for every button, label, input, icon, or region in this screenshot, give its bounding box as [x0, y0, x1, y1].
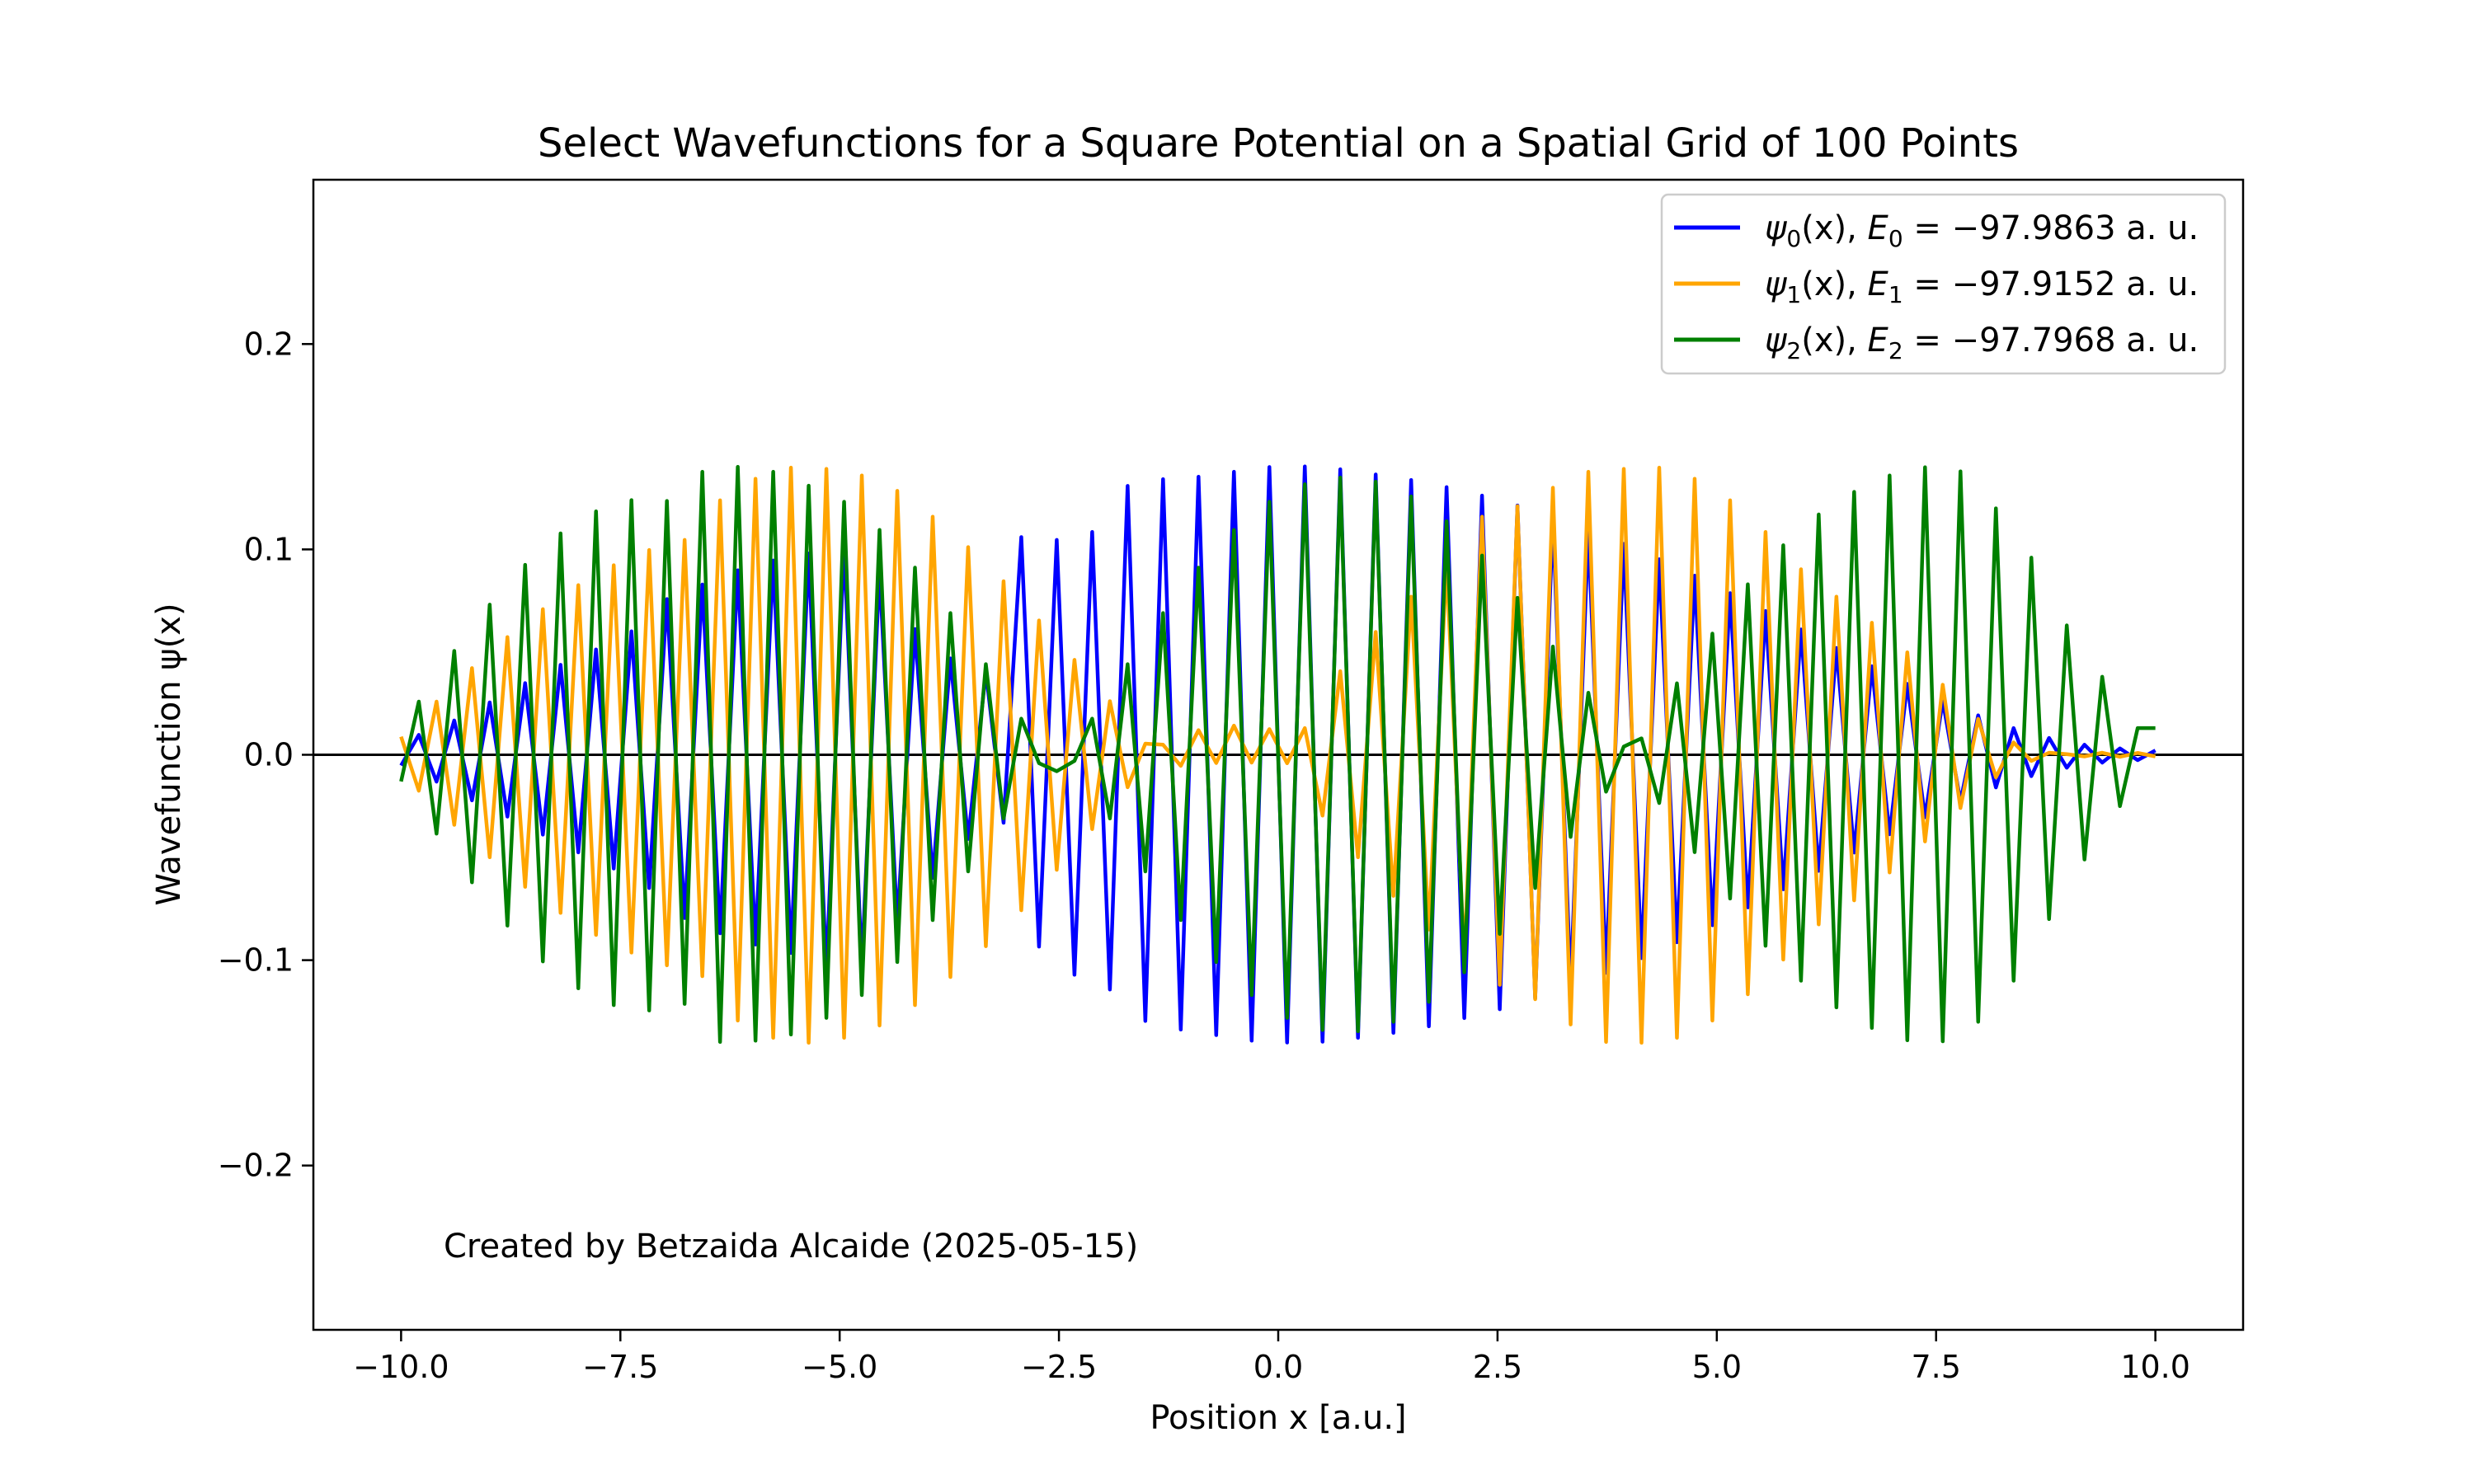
x-tick-label: −2.5 [1021, 1349, 1097, 1385]
series-layer [399, 464, 2157, 1045]
legend-label-part: 1 [1888, 281, 1903, 308]
plot-area [312, 178, 2245, 1331]
legend-label-part: (x), [1801, 265, 1867, 303]
x-tick-label: 10.0 [2120, 1349, 2190, 1385]
chart-title: Select Wavefunctions for a Square Potent… [538, 120, 2019, 167]
legend-label-part: = −97.7968 a. u. [1903, 322, 2199, 359]
x-tick-label: 2.5 [1473, 1349, 1522, 1385]
legend-label-part: 0 [1888, 225, 1903, 252]
legend-label-part: 2 [1888, 337, 1903, 364]
legend-label-part: 1 [1786, 281, 1801, 308]
y-tick-label: 0.2 [244, 326, 294, 362]
legend: ψ0(x), E0 = −97.9863 a. u.ψ1(x), E1 = −9… [1660, 193, 2227, 375]
x-tick-label: 5.0 [1692, 1349, 1742, 1385]
y-tick-label: −0.2 [218, 1148, 294, 1184]
legend-label-part: = −97.9152 a. u. [1903, 265, 2199, 303]
legend-label-part: ψ [1765, 322, 1788, 359]
x-tick-label: 7.5 [1912, 1349, 1961, 1385]
credit-annotation: Created by Betzaida Alcaide (2025-05-15) [444, 1228, 1138, 1266]
legend-label-part: E [1868, 209, 1889, 247]
y-axis-label: Wavefunction ψ(x) [150, 603, 188, 905]
x-axis-label: Position x [a.u.] [1150, 1399, 1406, 1437]
x-tick-label: −10.0 [353, 1349, 449, 1385]
legend-box [1660, 193, 2227, 375]
x-axis: −10.0 −7.5 −5.0 −2.5 0.0 2.5 5.0 7.5 10.0 [353, 1330, 2190, 1385]
legend-label-part: 0 [1786, 225, 1801, 252]
y-tick-label: 0.1 [244, 531, 294, 567]
legend-entry-label: ψ1(x), E1 = −97.9152 a. u. [1765, 265, 2199, 308]
x-tick-label: −7.5 [582, 1349, 658, 1385]
legend-entry-label: ψ2(x), E2 = −97.7968 a. u. [1765, 322, 2199, 364]
legend-label-part: E [1868, 265, 1889, 303]
legend-label-part: 2 [1786, 337, 1801, 364]
legend-entry-label: ψ0(x), E0 = −97.9863 a. u. [1765, 209, 2199, 252]
legend-label-part: ψ [1765, 209, 1788, 247]
legend-label-part: (x), [1801, 322, 1867, 359]
y-tick-label: 0.0 [244, 737, 294, 773]
legend-label-part: (x), [1801, 209, 1867, 247]
series-line-psi2 [399, 465, 2156, 1044]
y-tick-label: −0.1 [218, 942, 294, 979]
x-tick-label: −5.0 [802, 1349, 877, 1385]
legend-label-part: ψ [1765, 265, 1788, 303]
legend-label-part: E [1868, 322, 1889, 359]
x-tick-label: 0.0 [1253, 1349, 1303, 1385]
y-axis: −0.2 −0.1 0.0 0.1 0.2 [218, 326, 313, 1184]
legend-label-part: = −97.9863 a. u. [1903, 209, 2199, 247]
